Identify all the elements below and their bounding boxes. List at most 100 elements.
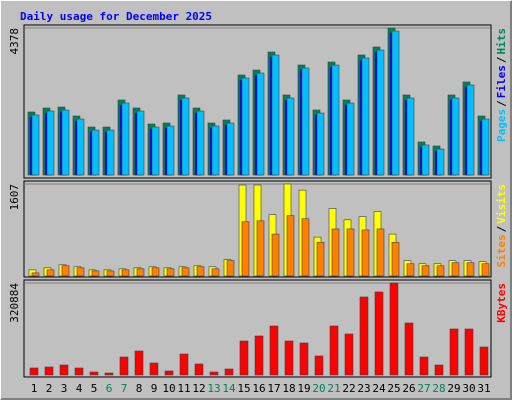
x-tick-label: 21	[327, 382, 340, 395]
bar	[361, 229, 370, 277]
bar	[451, 97, 460, 176]
x-tick-label: 9	[151, 382, 158, 395]
bar	[481, 263, 490, 277]
bar	[271, 233, 280, 277]
bar	[256, 72, 265, 176]
legend-entry: KBytes	[495, 283, 508, 323]
bar	[421, 144, 430, 176]
bar	[256, 220, 265, 277]
legend: Sites /Visits	[495, 184, 508, 268]
bar	[466, 84, 475, 176]
legend-separator: /	[495, 56, 508, 63]
bar	[286, 97, 295, 176]
x-tick-label: 3	[61, 382, 68, 395]
bar	[59, 364, 69, 376]
x-tick-label: 14	[222, 382, 236, 395]
bar	[29, 367, 39, 376]
bar	[209, 371, 219, 376]
bar	[436, 265, 445, 277]
bar	[284, 340, 294, 376]
x-tick-label: 7	[121, 382, 128, 395]
bar	[89, 371, 99, 376]
x-tick-label: 19	[297, 382, 310, 395]
bar	[344, 333, 354, 376]
x-tick-label: 2	[46, 382, 53, 395]
bar	[331, 64, 340, 176]
bar	[421, 265, 430, 277]
bar	[271, 54, 280, 176]
bar	[449, 328, 459, 376]
bar	[241, 221, 250, 277]
bar	[91, 270, 100, 277]
bar	[121, 102, 130, 176]
bar	[389, 282, 399, 376]
x-tick-label: 13	[207, 382, 220, 395]
bar	[211, 125, 220, 176]
bar	[286, 215, 295, 277]
y-tick-label: 320884	[8, 283, 21, 323]
bar	[391, 241, 400, 277]
legend-separator: /	[495, 100, 508, 107]
x-tick-label: 8	[136, 382, 143, 395]
bar	[436, 148, 445, 176]
bar	[46, 269, 55, 277]
bar	[106, 129, 115, 176]
bar	[136, 268, 145, 277]
bar	[451, 262, 460, 277]
x-tick-label: 29	[447, 382, 460, 395]
bar	[464, 328, 474, 376]
bar	[329, 325, 339, 376]
bar	[164, 370, 174, 376]
bar	[181, 97, 190, 176]
bar	[434, 364, 444, 376]
bar	[241, 77, 250, 176]
y-tick-label: 1607	[8, 184, 21, 211]
bar	[76, 267, 85, 277]
bar	[196, 266, 205, 277]
bar	[134, 350, 144, 376]
x-tick-label: 20	[312, 382, 325, 395]
legend-entry: Sites	[495, 234, 508, 267]
x-tick-label: 4	[76, 382, 83, 395]
bar	[391, 30, 400, 176]
bar	[299, 342, 309, 376]
x-tick-label: 10	[162, 382, 175, 395]
bar	[361, 57, 370, 176]
bar	[404, 322, 414, 376]
bar	[254, 335, 264, 376]
bar	[211, 268, 220, 277]
bar	[346, 102, 355, 176]
bar	[179, 353, 189, 376]
x-tick-label: 15	[237, 382, 250, 395]
bar	[301, 67, 310, 176]
x-tick-label: 16	[252, 382, 265, 395]
bar	[314, 355, 324, 376]
bar	[149, 362, 159, 376]
bar	[316, 241, 325, 277]
legend-entry: Visits	[495, 184, 508, 224]
legend: Pages/Files/Hits	[495, 28, 508, 142]
bar	[119, 356, 129, 376]
bar	[406, 263, 415, 277]
x-tick-label: 31	[477, 382, 490, 395]
bar	[346, 228, 355, 277]
x-tick-label: 12	[192, 382, 205, 395]
bar	[121, 269, 130, 277]
x-tick-label: 28	[432, 382, 445, 395]
bar	[376, 228, 385, 277]
bar	[479, 346, 489, 376]
bar	[31, 272, 40, 277]
bar	[151, 126, 160, 176]
legend-entry: Pages	[495, 109, 508, 142]
bar	[91, 129, 100, 176]
bar	[224, 368, 234, 376]
bar	[226, 260, 235, 277]
bar	[166, 268, 175, 277]
bar	[196, 110, 205, 176]
bar	[61, 109, 70, 176]
x-tick-label: 1	[31, 382, 38, 395]
legend-separator: /	[495, 225, 508, 232]
x-tick-label: 11	[177, 382, 190, 395]
